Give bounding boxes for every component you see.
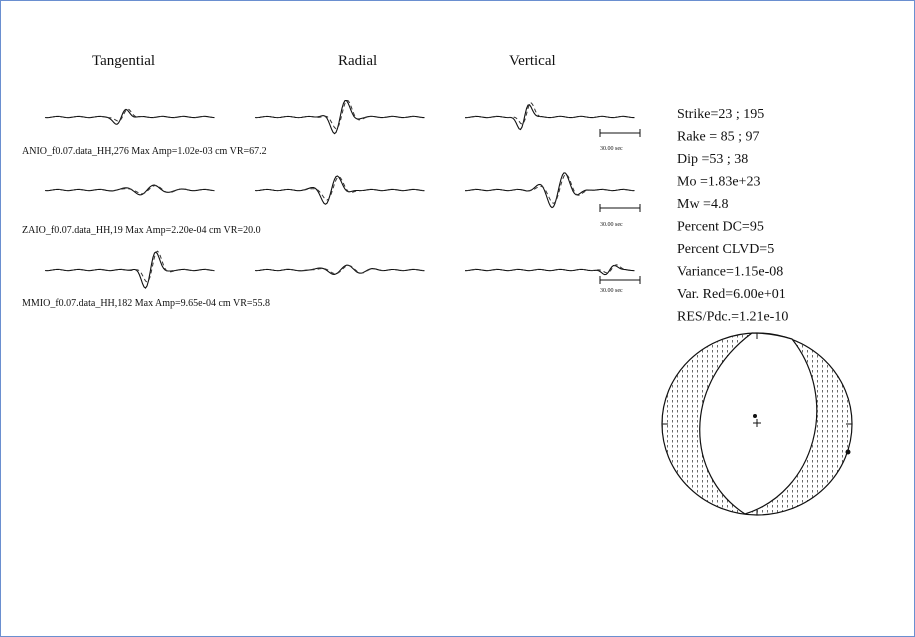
- waveform-synthetic: [44, 184, 215, 195]
- waveform-observed: [254, 175, 425, 205]
- waveform-synthetic: [465, 102, 635, 125]
- waveform-synthetic: [254, 264, 425, 275]
- column-header: Tangential: [92, 53, 155, 69]
- waveform-synthetic: [44, 108, 215, 122]
- scale-label: 30.00 sec: [600, 146, 623, 152]
- parameter: Var. Red=6.00e+01: [677, 287, 786, 302]
- parameter: Mw =4.8: [677, 197, 728, 212]
- station-label: ZAIO_f0.07.data_HH,19 Max Amp=2.20e-04 c…: [22, 225, 261, 236]
- scale-label: 30.00 sec: [600, 222, 623, 228]
- beachball: [661, 332, 853, 516]
- waveform-synthetic: [254, 176, 425, 201]
- waveform-observed: [254, 264, 425, 275]
- scale-label: 30.00 sec: [600, 288, 623, 294]
- parameter: Percent DC=95: [677, 220, 764, 235]
- waveform-synthetic: [465, 264, 635, 274]
- parameter: Variance=1.15e-08: [677, 265, 783, 280]
- waveform-observed: [44, 184, 215, 196]
- solution-parameters: Strike=23 ; 195 Rake = 85 ; 97 Dip =53 ; 3…: [677, 107, 788, 325]
- scale-bar: [599, 129, 641, 284]
- waveform-observed: [465, 264, 635, 276]
- parameter: RES/Pdc.=1.21e-10: [677, 310, 788, 325]
- waveform-synthetic: [465, 173, 635, 204]
- parameter: Percent CLVD=5: [677, 242, 774, 257]
- parameter: Rake = 85 ; 97: [677, 130, 760, 145]
- parameter: Dip =53 ; 38: [677, 152, 748, 167]
- column-header: Radial: [338, 53, 377, 69]
- column-header: Vertical: [509, 53, 556, 69]
- waveform-synthetic: [44, 250, 215, 283]
- station-label: MMIO_f0.07.data_HH,182 Max Amp=9.65e-04 …: [22, 298, 270, 309]
- waveform-synthetic: [254, 99, 425, 130]
- parameter: Strike=23 ; 195: [677, 107, 764, 122]
- station-label: ANIO_f0.07.data_HH,276 Max Amp=1.02e-03 …: [22, 146, 267, 157]
- parameter: Mo =1.83e+23: [677, 175, 760, 190]
